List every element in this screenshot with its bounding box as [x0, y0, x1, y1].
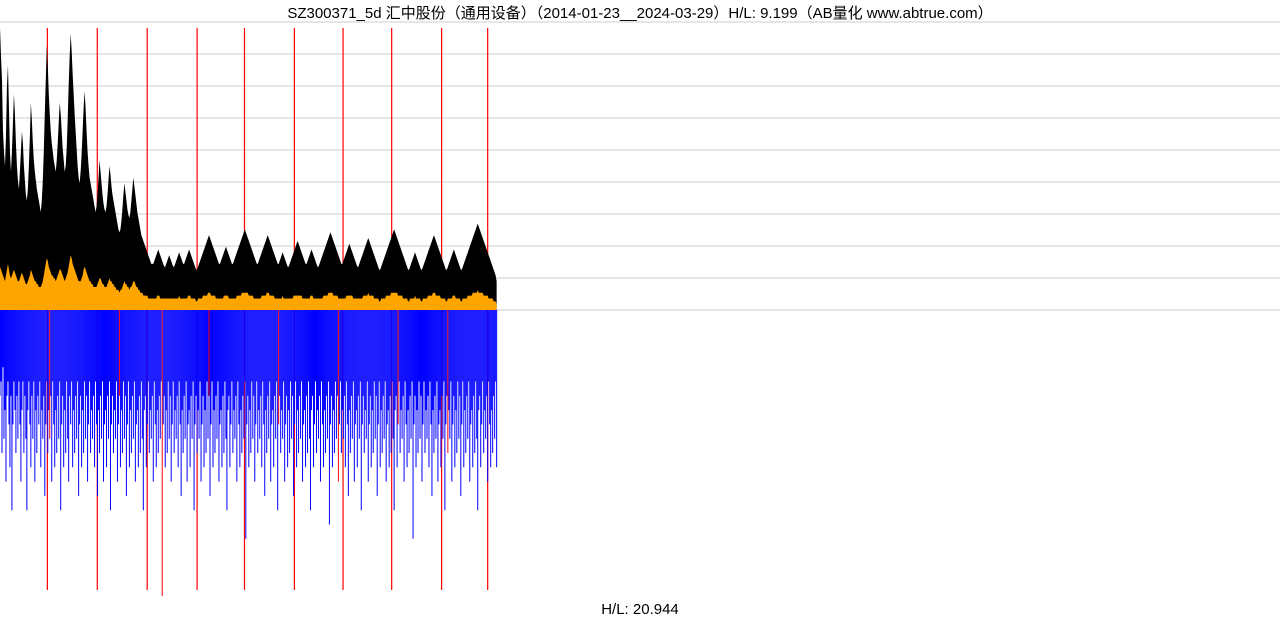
chart-footer: H/L: 20.944: [0, 601, 1280, 618]
stock-chart: [0, 0, 1280, 620]
